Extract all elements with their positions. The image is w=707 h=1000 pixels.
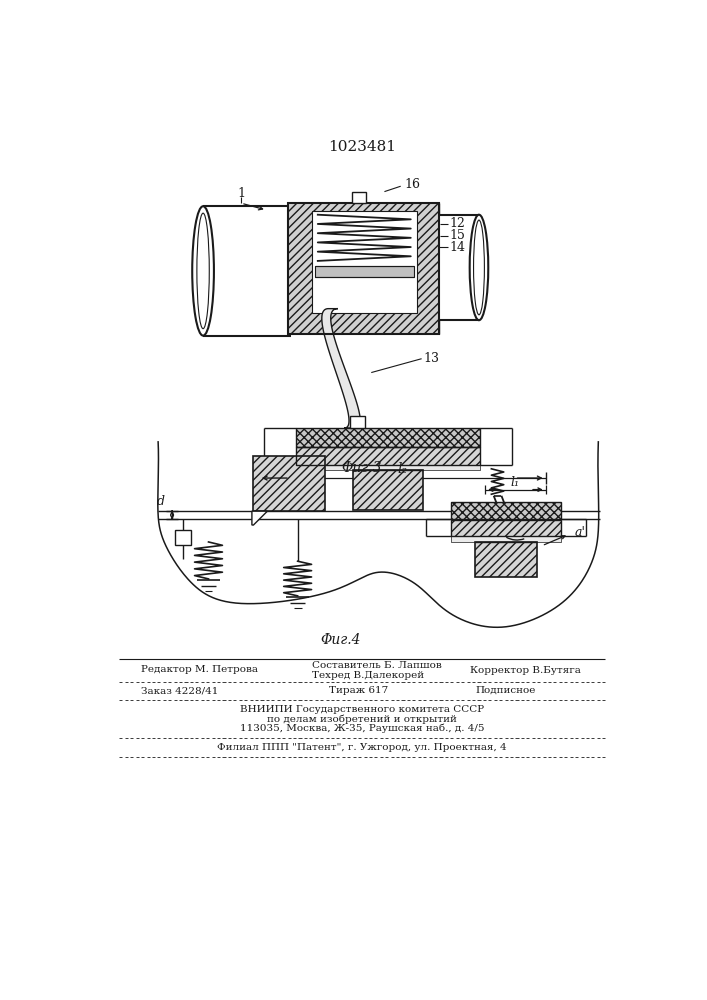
Bar <box>353 470 423 510</box>
Bar <box>312 211 417 312</box>
Bar <box>296 428 480 447</box>
Ellipse shape <box>474 220 484 315</box>
Bar <box>475 542 537 577</box>
Text: Составитель Б. Лапшов: Составитель Б. Лапшов <box>312 661 441 670</box>
Bar <box>451 502 561 519</box>
Ellipse shape <box>197 213 209 329</box>
Bar <box>175 530 191 545</box>
Text: 16: 16 <box>404 178 421 191</box>
Bar <box>475 542 537 577</box>
Ellipse shape <box>192 206 214 336</box>
Text: Φиг.4: Φиг.4 <box>320 633 361 647</box>
Polygon shape <box>252 511 267 525</box>
Text: Редактор М. Петрова: Редактор М. Петрова <box>141 665 258 674</box>
Text: Подписное: Подписное <box>476 686 536 695</box>
Bar <box>296 465 480 470</box>
Text: Филиал ППП "Патент", г. Ужгород, ул. Проектная, 4: Филиал ППП "Патент", г. Ужгород, ул. Про… <box>217 743 507 752</box>
Bar <box>288 203 438 334</box>
Ellipse shape <box>469 215 489 320</box>
Text: l₂: l₂ <box>397 462 407 476</box>
Text: 15: 15 <box>450 229 465 242</box>
Bar <box>315 266 414 277</box>
Bar <box>296 428 480 447</box>
Text: 1023481: 1023481 <box>328 140 396 154</box>
Text: 13: 13 <box>423 352 439 365</box>
Text: по делам изобретений и открытий: по делам изобретений и открытий <box>267 714 457 724</box>
Bar <box>253 456 325 511</box>
Text: d: d <box>157 495 165 508</box>
Text: 14: 14 <box>450 241 465 254</box>
Polygon shape <box>322 309 361 428</box>
Text: 1: 1 <box>237 187 245 200</box>
Bar <box>296 447 480 465</box>
Text: Φиг.3: Φиг.3 <box>341 461 382 475</box>
Text: Корректор В.Бутяга: Корректор В.Бутяга <box>469 666 580 675</box>
Text: Заказ 4228/41: Заказ 4228/41 <box>141 686 218 695</box>
Bar <box>296 447 480 465</box>
Bar <box>353 470 423 510</box>
Text: ВНИИПИ Государственного комитета СССР: ВНИИПИ Государственного комитета СССР <box>240 705 484 714</box>
Text: 12: 12 <box>450 217 465 230</box>
Bar <box>451 502 561 519</box>
Bar <box>451 520 561 536</box>
Bar <box>451 520 561 536</box>
Bar <box>349 416 365 428</box>
Text: l₁: l₁ <box>511 476 520 489</box>
Text: a': a' <box>575 526 586 539</box>
Bar <box>451 536 561 542</box>
Text: Техред В.Далекорей: Техред В.Далекорей <box>312 671 423 680</box>
Bar <box>253 456 325 511</box>
Text: Тираж 617: Тираж 617 <box>329 686 388 695</box>
Bar <box>352 192 366 203</box>
Bar <box>288 203 438 334</box>
Text: 113035, Москва, Ж-35, Раушская наб., д. 4/5: 113035, Москва, Ж-35, Раушская наб., д. … <box>240 724 484 733</box>
